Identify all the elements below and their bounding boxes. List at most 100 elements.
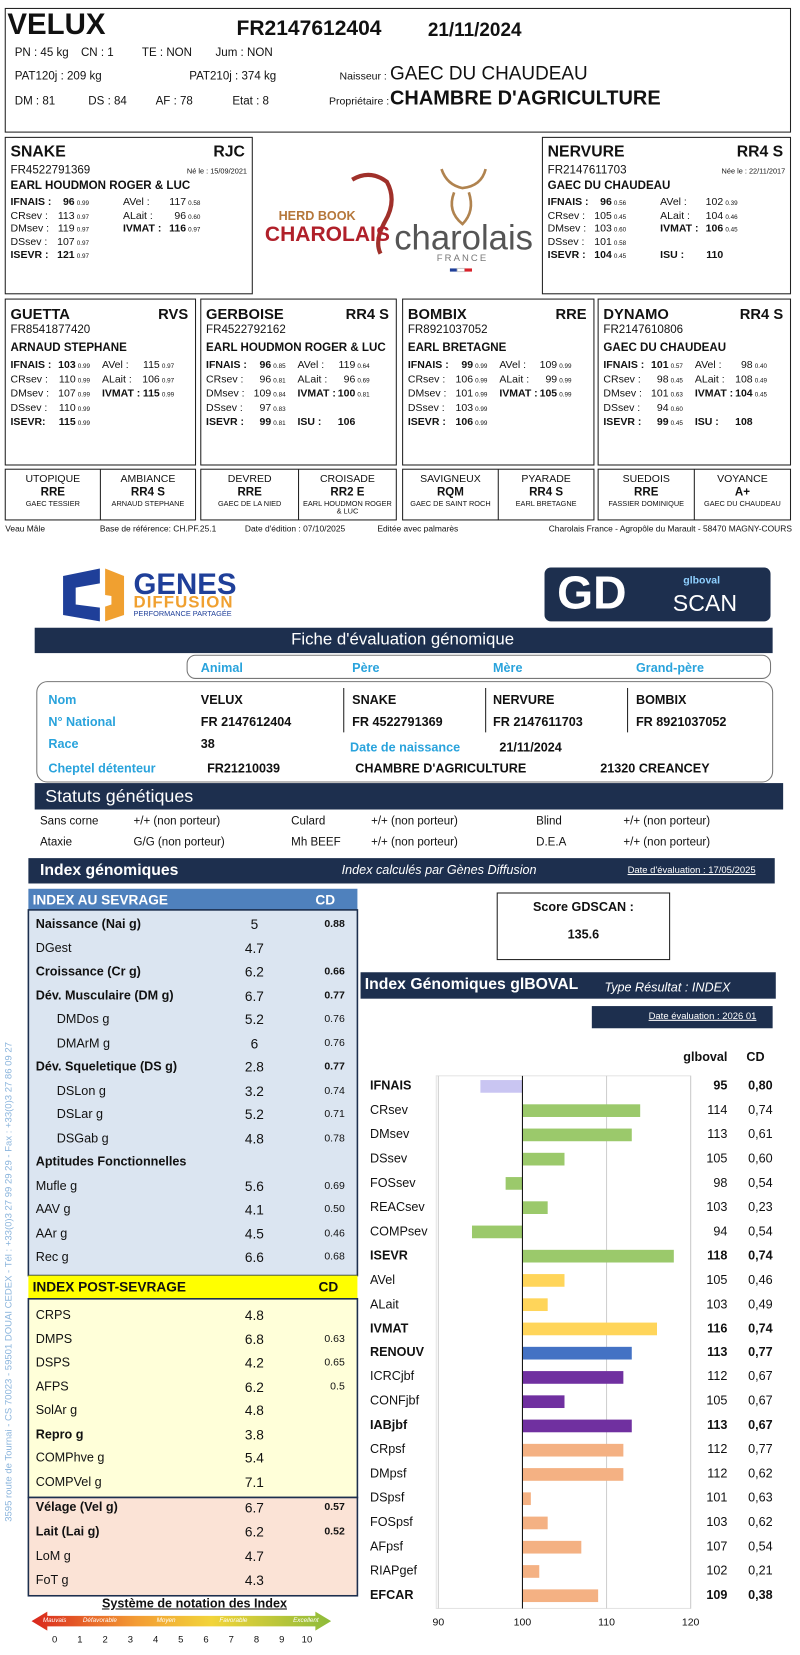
index-label: ALait :	[694, 373, 725, 386]
scale-number: 9	[279, 1633, 285, 1645]
index-cd: 0.77	[324, 989, 345, 1002]
index-label: ISEVR :	[603, 416, 642, 429]
index-value: 119	[338, 359, 356, 371]
index-label: ALait :	[499, 373, 530, 386]
index-cd: 0.99	[475, 421, 488, 428]
index-value: 107	[57, 236, 75, 248]
index-label: SolAr g	[35, 1402, 78, 1418]
index-label: AVel :	[660, 196, 687, 209]
index-cd: 0.85	[273, 363, 286, 370]
index-value: 5	[250, 916, 259, 933]
category-label: EFCAR	[370, 1587, 414, 1603]
animal-box	[541, 136, 792, 295]
bar	[522, 1152, 565, 1166]
index-cd: 0.69	[357, 377, 370, 385]
table-body	[27, 909, 359, 1277]
index-cd: 0.69	[324, 1179, 345, 1192]
bar	[522, 1322, 657, 1336]
column-header: Animal	[200, 660, 243, 676]
index-label: FoT g	[35, 1572, 69, 1588]
status-label: Blind	[536, 814, 562, 828]
section-title: Statuts génétiques	[45, 786, 194, 807]
index-value: 101	[651, 359, 669, 371]
bar	[522, 1201, 548, 1214]
cd-label: 0,38	[748, 1587, 773, 1603]
animal-box	[4, 298, 197, 466]
ancestor-name: SUEDOIS	[622, 473, 670, 486]
cd-label: 0,49	[748, 1296, 773, 1312]
column-header: Mère	[493, 660, 523, 676]
index-value: 4.5	[244, 1225, 264, 1242]
index-value: 110	[58, 373, 76, 386]
index-label: ISEVR :	[407, 416, 446, 429]
ancestor-breeder: GAEC DU CHAUDEAU	[703, 500, 781, 509]
row-label: N° National	[48, 714, 116, 730]
status-value: +/+ (non porteur)	[371, 835, 458, 849]
scale-number: 4	[152, 1633, 159, 1645]
cell: FR21210039	[207, 760, 281, 776]
cell: VELUX	[200, 692, 243, 707]
ancestor-name: UTOPIQUE	[25, 473, 81, 486]
ancestor-breeder: EARL BRETAGNE	[515, 500, 577, 509]
chart-title: Index Génomiques glBOVAL	[364, 975, 579, 994]
address: 3595 route de Tournai - CS 70023 - 59501…	[3, 1042, 14, 1522]
index-value: 105	[594, 209, 612, 222]
index-value: 4.2	[244, 1354, 264, 1371]
index-cd: 0.52	[324, 1526, 345, 1538]
index-value: 109	[539, 359, 558, 371]
index-cd: 0.39	[725, 200, 738, 208]
index-cd: 0.46	[324, 1227, 345, 1240]
value-label: 109	[706, 1587, 728, 1603]
bar	[522, 1128, 632, 1142]
cd-label: 0,80	[748, 1077, 773, 1093]
index-cd: 0.99	[559, 392, 572, 399]
category-label: IFNAIS	[370, 1077, 412, 1093]
value-label: 103	[706, 1514, 728, 1530]
index-label: DSLon g	[56, 1082, 106, 1098]
animal-name: NERVURE	[547, 142, 625, 161]
index-label: AVel :	[101, 359, 129, 371]
index-cd: 0.88	[324, 918, 345, 930]
index-cd: 0.84	[273, 392, 286, 399]
cell: BOMBIX	[635, 692, 687, 707]
scale-number: 2	[102, 1633, 108, 1645]
index-cd: 0.64	[357, 363, 370, 370]
legend-title: Système de notation des Index	[101, 1595, 288, 1611]
ancestor-breeder: EARL HOUDMON ROGER & LUC	[302, 500, 392, 516]
bar	[522, 1249, 674, 1263]
index-value: 98	[656, 373, 669, 386]
index-label: DMsev :	[10, 222, 50, 235]
index-label: DSLar g	[56, 1106, 104, 1122]
score-label: Score GDSCAN :	[532, 899, 634, 915]
field: PN : 45 kg	[14, 46, 69, 60]
index-value: 4.1	[244, 1201, 264, 1218]
column-header: Père	[352, 660, 380, 676]
index-value: 6.2	[244, 1523, 264, 1540]
index-label: AAr g	[35, 1225, 68, 1241]
ancestor-code: RRE	[40, 486, 66, 499]
index-value: 4.7	[244, 940, 264, 956]
bar	[522, 1468, 624, 1481]
national-id: FR2147612404	[236, 16, 382, 41]
index-value: 99	[259, 416, 272, 429]
animal-id: FR2147610806	[603, 323, 684, 337]
index-value: 102	[705, 196, 724, 209]
index-value: 6.2	[244, 1378, 264, 1395]
value-label: 112	[707, 1465, 728, 1481]
index-cd: 0.49	[754, 377, 768, 385]
index-cd: 0.40	[754, 363, 768, 370]
ancestor-name: VOYANCE	[717, 473, 768, 486]
index-cd: 0.58	[188, 200, 201, 208]
index-value: 110	[58, 402, 76, 415]
index-value: 99	[656, 416, 669, 429]
cell: 38	[200, 736, 215, 752]
value-label: 113	[707, 1417, 728, 1433]
animal-code: RR4 S	[739, 305, 784, 323]
index-value: 4.3	[244, 1572, 264, 1589]
category-label: DMsev	[370, 1126, 410, 1142]
value-label: 105	[706, 1150, 728, 1166]
ancestor-breeder: ARNAUD STEPHANE	[111, 500, 185, 509]
category-label: COMPsev	[370, 1223, 428, 1239]
index-label: DSsev :	[407, 402, 445, 415]
logo-box	[544, 567, 771, 622]
